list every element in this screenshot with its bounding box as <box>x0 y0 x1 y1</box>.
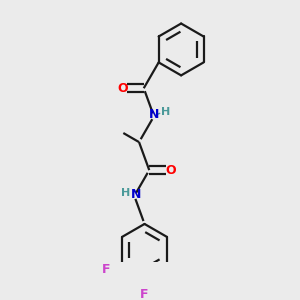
Text: N: N <box>149 108 159 121</box>
Text: H: H <box>161 107 170 117</box>
Text: F: F <box>102 263 110 276</box>
Text: O: O <box>117 82 128 95</box>
Text: O: O <box>165 164 175 177</box>
Text: N: N <box>131 188 142 201</box>
Text: F: F <box>140 288 148 300</box>
Text: H: H <box>121 188 130 198</box>
